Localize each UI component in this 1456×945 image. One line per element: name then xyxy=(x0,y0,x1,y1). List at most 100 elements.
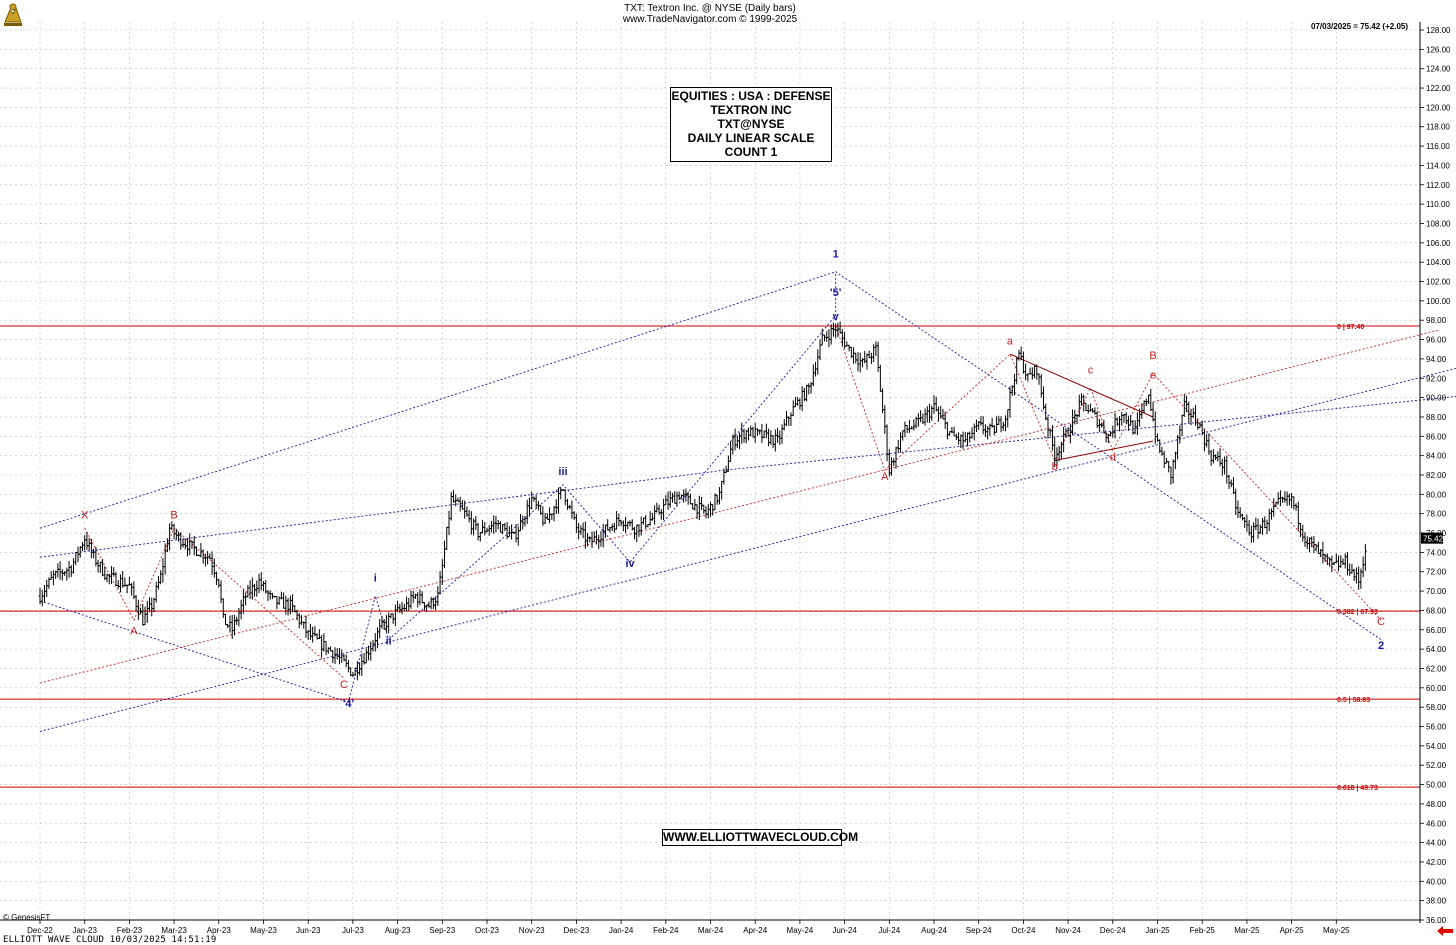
wave-label: c xyxy=(1088,364,1094,376)
y-tick-label: 108.00 xyxy=(1426,219,1451,228)
info-line-ticker: TXT@NYSE xyxy=(717,117,785,131)
fib-line-label: 0.618 | 49.73 xyxy=(1337,785,1378,792)
wave-trendline xyxy=(84,527,345,679)
y-tick-label: 98.00 xyxy=(1426,316,1447,325)
y-tick-label: 84.00 xyxy=(1426,452,1447,461)
fib-line-label: 0 | 97.40 xyxy=(1337,324,1364,331)
wave-label: B xyxy=(170,510,177,522)
wave-label: B xyxy=(1149,350,1156,362)
fibonacci-lines: 0 | 97.40 0.382 | 67.93 0.5 | 58.83 0.618 |… xyxy=(0,324,1420,792)
info-line-category: EQUITIES : USA : DEFENSE xyxy=(671,89,831,103)
fib-line-label: 0.382 | 67.93 xyxy=(1337,609,1378,616)
x-tick-label: Jun-23 xyxy=(296,926,321,935)
y-tick-label: 78.00 xyxy=(1426,510,1447,519)
wave-label: v xyxy=(833,311,840,323)
wave-label: X xyxy=(81,510,89,522)
y-tick-label: 72.00 xyxy=(1426,568,1447,577)
x-tick-label: Jun-24 xyxy=(832,926,857,935)
scroll-left-arrow-icon[interactable] xyxy=(1436,925,1454,937)
wave-trendline xyxy=(1054,440,1154,461)
y-tick-label: 124.00 xyxy=(1426,65,1451,74)
wave-label: b xyxy=(1052,461,1058,473)
x-tick-label: Jan-25 xyxy=(1145,926,1170,935)
bull-logo-icon xyxy=(4,3,22,26)
x-tick-label: Dec-22 xyxy=(27,926,53,935)
y-tick-label: 60.00 xyxy=(1426,684,1447,693)
y-tick-label: 74.00 xyxy=(1426,548,1447,557)
y-tick-label: 70.00 xyxy=(1426,587,1447,596)
price-bars xyxy=(38,321,1367,681)
x-tick-label: Mar-24 xyxy=(698,926,724,935)
x-tick-label: Aug-23 xyxy=(385,926,411,935)
fib-line-label: 0.5 | 58.83 xyxy=(1337,697,1370,704)
chart-info-box: EQUITIES : USA : DEFENSE TEXTRON INC TXT… xyxy=(670,87,832,162)
wave-trendline xyxy=(1009,353,1154,418)
y-tick-label: 88.00 xyxy=(1426,413,1447,422)
wave-label: C xyxy=(340,679,348,691)
wave-trendline xyxy=(39,329,1440,684)
y-tick-label: 66.00 xyxy=(1426,626,1447,635)
wave-label: iii xyxy=(558,466,567,478)
data-provider-credit: © GenesisFT xyxy=(3,913,51,922)
x-tick-label: Mar-25 xyxy=(1234,926,1260,935)
y-tick-label: 62.00 xyxy=(1426,664,1447,673)
wave-label: 1 xyxy=(833,248,839,260)
chart-grid xyxy=(0,22,1420,921)
y-tick-label: 96.00 xyxy=(1426,336,1447,345)
y-tick-label: 46.00 xyxy=(1426,819,1447,828)
chart-copyright: www.TradeNavigator.com © 1999-2025 xyxy=(622,14,798,25)
wave-label: '4' xyxy=(343,698,355,710)
x-tick-label: Oct-24 xyxy=(1011,926,1036,935)
x-tick-label: May-23 xyxy=(250,926,277,935)
x-tick-label: Feb-25 xyxy=(1190,926,1216,935)
y-tick-label: 38.00 xyxy=(1426,897,1447,906)
y-tick-label: 100.00 xyxy=(1426,297,1451,306)
y-tick-label: 128.00 xyxy=(1426,26,1451,35)
y-tick-label: 106.00 xyxy=(1426,239,1451,248)
y-tick-label: 40.00 xyxy=(1426,877,1447,886)
x-tick-label: Jul-23 xyxy=(342,926,364,935)
wave-trendline xyxy=(39,271,836,529)
wave-label: i xyxy=(374,572,377,584)
wave-trendline xyxy=(835,325,1382,621)
y-tick-label: 122.00 xyxy=(1426,84,1451,93)
x-tick-label: Sep-23 xyxy=(429,926,455,935)
wave-label: '5' xyxy=(830,287,842,299)
x-tick-label: Jul-24 xyxy=(878,926,900,935)
y-tick-label: 48.00 xyxy=(1426,800,1447,809)
info-line-count: COUNT 1 xyxy=(724,145,778,159)
y-tick-label: 104.00 xyxy=(1426,258,1451,267)
y-tick-label: 42.00 xyxy=(1426,858,1447,867)
info-line-company: TEXTRON INC xyxy=(710,103,792,117)
wave-trendline xyxy=(39,367,1456,732)
website-watermark: WWW.ELLIOTTWAVECLOUD.COM xyxy=(662,829,859,846)
y-tick-label: 80.00 xyxy=(1426,490,1447,499)
wave-label: iv xyxy=(625,558,635,570)
y-tick-label: 86.00 xyxy=(1426,432,1447,441)
x-tick-label: Jan-24 xyxy=(609,926,634,935)
y-tick-label: 50.00 xyxy=(1426,781,1447,790)
x-tick-label: Jan-23 xyxy=(72,926,97,935)
x-tick-label: Apr-24 xyxy=(743,926,768,935)
chart-title: TXT: Textron Inc. @ NYSE (Daily bars) xyxy=(624,3,796,14)
y-tick-label: 54.00 xyxy=(1426,742,1447,751)
last-price-tag xyxy=(1421,532,1443,544)
x-tick-label: Apr-23 xyxy=(207,926,232,935)
wave-label: d xyxy=(1110,451,1116,463)
x-tick-label: Feb-24 xyxy=(653,926,679,935)
wave-label: A xyxy=(881,471,889,483)
x-tick-label: Aug-24 xyxy=(921,926,947,935)
y-tick-label: 44.00 xyxy=(1426,839,1447,848)
y-tick-label: 36.00 xyxy=(1426,916,1447,925)
y-axis: 36.00 38.00 40.00 42.00 44.00 46.00 48.00 50.00… xyxy=(1419,22,1451,925)
info-line-scale: DAILY LINEAR SCALE xyxy=(687,131,815,145)
y-tick-label: 92.00 xyxy=(1426,374,1447,383)
x-tick-label: Oct-23 xyxy=(475,926,500,935)
wave-label: C xyxy=(1377,616,1385,628)
y-tick-label: 64.00 xyxy=(1426,645,1447,654)
wave-label: 2 xyxy=(1378,640,1384,652)
wave-trendline xyxy=(39,396,1456,558)
y-tick-label: 90.00 xyxy=(1426,394,1447,403)
